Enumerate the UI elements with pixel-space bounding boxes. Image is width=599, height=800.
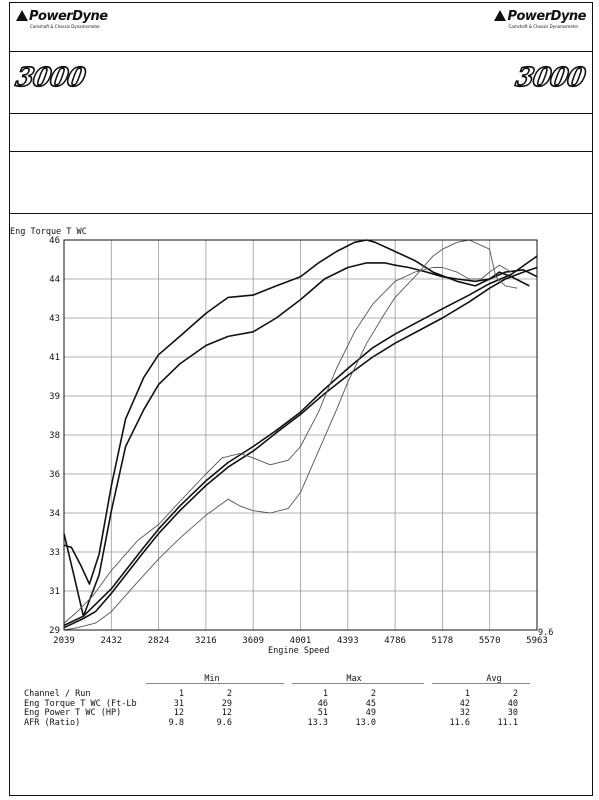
summary-cell: 1 (178, 689, 184, 699)
summary-cell: 31 (173, 698, 184, 709)
powerdyne-logo-right: PowerDyne Camshaft & Chassis Dynamometer (494, 9, 586, 29)
chart-x-label: Engine Speed (268, 646, 330, 656)
summary-cell: 29 (221, 698, 232, 709)
summary-cell: 1 (322, 689, 328, 699)
summary-cell: 51 (317, 708, 328, 718)
dyno-sheet: PowerDyne Camshaft & Chassis Dynamometer… (9, 2, 593, 796)
chart-y-label: Eng Torque T WC (10, 227, 87, 237)
y-tick-label: 41 (49, 353, 60, 363)
x-tick-label: 5178 (432, 636, 454, 646)
y-tick-label: 34 (49, 509, 60, 519)
series-line-6 (63, 239, 518, 631)
y-tick-label: 43 (49, 314, 60, 324)
y-tick-label: 29 (49, 626, 60, 636)
series-line-3 (63, 255, 538, 627)
y-tick-label: 39 (49, 392, 60, 402)
x-tick-label: 4786 (384, 636, 406, 646)
x-tick-label: 5963 (526, 636, 548, 646)
summary-cell: 9.8 (168, 717, 184, 728)
header-band-model: 3000 3000 (10, 51, 592, 114)
summary-cell: 32 (459, 708, 470, 718)
chart-grid (63, 239, 538, 631)
summary-group-header: Max (346, 674, 362, 684)
summary-group-header: Avg (486, 674, 502, 684)
series-line-4 (63, 266, 538, 629)
x-tick-label: 3609 (242, 636, 264, 646)
summary-cell: 1 (464, 689, 470, 699)
summary-cell: 12 (173, 708, 184, 718)
header-band-brand: PowerDyne Camshaft & Chassis Dynamometer… (10, 3, 592, 52)
powerdyne-logo-left: PowerDyne Camshaft & Chassis Dynamometer (16, 9, 108, 29)
series-line-1 (63, 239, 530, 585)
summary-cell: 13.0 (355, 717, 376, 728)
summary-cell: 2 (512, 689, 518, 699)
summary-cell: 30 (507, 708, 518, 718)
summary-cell: 13.3 (307, 717, 328, 728)
summary-row-label: Eng Power T WC (HP) (24, 708, 122, 718)
y-tick-label: 44 (49, 275, 60, 285)
y-tick-label: 38 (49, 431, 60, 441)
summary-group-rule (146, 683, 284, 684)
summary-cell: 45 (365, 698, 376, 709)
summary-cell: 46 (317, 698, 328, 709)
y-tick-label: 36 (49, 470, 60, 480)
summary-cell: 42 (459, 698, 470, 709)
plot-frame (63, 239, 538, 631)
chart-series (63, 239, 538, 631)
summary-row-label: Channel / Run (24, 689, 91, 699)
x-tick-label: 2039 (53, 636, 75, 646)
powerdyne-triangle-icon (16, 10, 28, 21)
summary-group-header: Min (204, 674, 220, 684)
x-tick-label: 2824 (148, 636, 170, 646)
summary-cell: 2 (226, 689, 232, 699)
summary-row-label: Eng Torque T WC (Ft-Lb (24, 698, 137, 709)
summary-cell: 11.6 (449, 717, 470, 728)
x-tick-label: 5570 (479, 636, 501, 646)
x-tick-label: 4393 (337, 636, 359, 646)
summary-cell: 11.1 (497, 717, 518, 728)
summary-row-label: AFR (Ratio) (24, 717, 81, 728)
x-tick-label: 4001 (290, 636, 312, 646)
chart-ticks: 2039 2432 2824 3216 3609 4001 4393 4786 5178 5570… (49, 236, 548, 646)
header-band-empty-2 (10, 151, 592, 214)
series-line-2 (63, 262, 538, 617)
summary-cell: 12 (221, 708, 232, 718)
header-band-empty-1 (10, 113, 592, 152)
summary-cell: 2 (370, 689, 376, 699)
summary-cell: 49 (365, 708, 376, 718)
powerdyne-triangle-icon (494, 10, 507, 21)
summary-cell: 9.6 (216, 717, 232, 728)
y-tick-label: 33 (49, 548, 60, 558)
summary-cell: 40 (507, 698, 518, 709)
x-tick-label: 3216 (195, 636, 217, 646)
summary-group-rule (432, 683, 530, 684)
y-tick-label: 31 (49, 587, 60, 597)
summary-group-rule (292, 683, 424, 684)
y-tick-label: 46 (49, 236, 60, 246)
x-tick-label: 2432 (100, 636, 122, 646)
chart-corner-value: 9.6 (538, 628, 554, 638)
series-line-5 (63, 264, 512, 624)
